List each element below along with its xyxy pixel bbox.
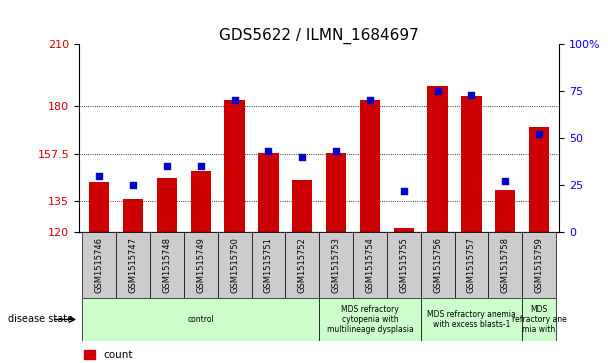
- Bar: [360, 100, 380, 232]
- Text: GSM1515755: GSM1515755: [399, 237, 408, 293]
- Bar: [258, 152, 278, 232]
- Bar: [83, 232, 116, 298]
- Bar: [89, 182, 109, 232]
- Point: [433, 88, 443, 94]
- Bar: [455, 232, 488, 298]
- Point: [534, 131, 544, 137]
- Bar: [285, 232, 319, 298]
- Bar: [326, 152, 347, 232]
- Text: GSM1515749: GSM1515749: [196, 237, 206, 293]
- Text: GSM1515746: GSM1515746: [95, 237, 104, 293]
- Point: [331, 148, 341, 154]
- Text: GSM1515757: GSM1515757: [467, 237, 476, 293]
- Bar: [319, 298, 421, 341]
- Point: [500, 179, 510, 184]
- Bar: [252, 232, 285, 298]
- Bar: [495, 190, 516, 232]
- Text: GSM1515748: GSM1515748: [162, 237, 171, 293]
- Bar: [116, 232, 150, 298]
- Legend: count, percentile rank within the sample: count, percentile rank within the sample: [85, 350, 279, 363]
- Bar: [150, 232, 184, 298]
- Bar: [191, 171, 211, 232]
- Bar: [522, 232, 556, 298]
- Text: GSM1515758: GSM1515758: [501, 237, 510, 293]
- Bar: [421, 232, 455, 298]
- Text: GSM1515751: GSM1515751: [264, 237, 273, 293]
- Point: [94, 173, 104, 179]
- Point: [196, 163, 206, 169]
- Point: [230, 97, 240, 103]
- Bar: [292, 180, 313, 232]
- Bar: [218, 232, 252, 298]
- Text: disease state: disease state: [8, 314, 73, 325]
- Bar: [488, 232, 522, 298]
- Text: control: control: [187, 315, 214, 324]
- Point: [399, 188, 409, 194]
- Bar: [157, 178, 177, 232]
- Bar: [353, 232, 387, 298]
- Text: GSM1515750: GSM1515750: [230, 237, 239, 293]
- Point: [264, 148, 274, 154]
- Text: GSM1515747: GSM1515747: [129, 237, 137, 293]
- Title: GDS5622 / ILMN_1684697: GDS5622 / ILMN_1684697: [219, 27, 419, 44]
- Text: GSM1515752: GSM1515752: [298, 237, 307, 293]
- Bar: [427, 86, 447, 232]
- Text: GSM1515753: GSM1515753: [331, 237, 340, 293]
- Bar: [123, 199, 143, 232]
- Bar: [461, 96, 482, 232]
- Point: [365, 97, 375, 103]
- Bar: [529, 127, 549, 232]
- Text: MDS refractory
cytopenia with
multilineage dysplasia: MDS refractory cytopenia with multilinea…: [326, 305, 413, 334]
- Text: MDS
refractory ane
mia with: MDS refractory ane mia with: [512, 305, 567, 334]
- Text: GSM1515754: GSM1515754: [365, 237, 375, 293]
- Text: GSM1515756: GSM1515756: [433, 237, 442, 293]
- Bar: [393, 228, 414, 232]
- Bar: [387, 232, 421, 298]
- Text: GSM1515759: GSM1515759: [534, 237, 544, 293]
- Bar: [522, 298, 556, 341]
- Bar: [224, 100, 245, 232]
- Point: [162, 163, 172, 169]
- Point: [466, 91, 476, 97]
- Bar: [319, 232, 353, 298]
- Text: MDS refractory anemia
with excess blasts-1: MDS refractory anemia with excess blasts…: [427, 310, 516, 329]
- Bar: [421, 298, 522, 341]
- Bar: [83, 298, 319, 341]
- Bar: [184, 232, 218, 298]
- Point: [297, 154, 307, 160]
- Point: [128, 182, 138, 188]
